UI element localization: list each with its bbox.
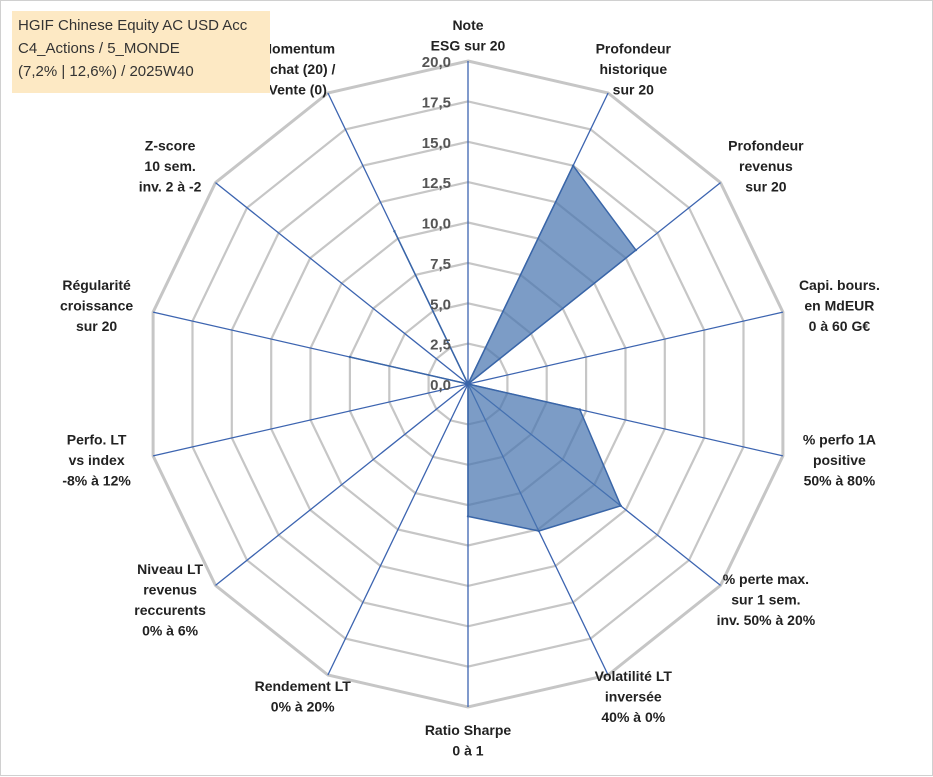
axis-label: Niveau LT revenus reccurents 0% à 6% bbox=[134, 561, 206, 639]
axis-label-line: Rendement LT bbox=[255, 678, 352, 694]
axis-label: Note ESG sur 20 bbox=[431, 17, 506, 54]
data-point bbox=[537, 529, 540, 533]
axis-label: Régularité croissance sur 20 bbox=[60, 277, 133, 334]
title-line-3: (7,2% | 12,6%) / 2025W40 bbox=[18, 63, 194, 80]
axis-label: Profondeur revenus sur 20 bbox=[728, 137, 804, 194]
axis-label-line: Note bbox=[452, 17, 483, 33]
data-point bbox=[393, 230, 396, 233]
axis-spoke bbox=[327, 383, 469, 676]
title-line-1: HGIF Chinese Equity AC USD Acc bbox=[18, 17, 248, 34]
axis-label-line: ESG sur 20 bbox=[431, 38, 506, 54]
axis-label: % perte max. sur 1 sem. inv. 50% à 20% bbox=[717, 571, 816, 628]
tick-label: 7,5 bbox=[430, 256, 451, 273]
axis-label-line: % perfo 1A bbox=[803, 432, 876, 448]
axis-label-line: Momentum bbox=[260, 41, 335, 57]
axis-label-line: Régularité bbox=[62, 277, 131, 293]
axis-label-line: 40% à 0% bbox=[601, 709, 665, 725]
axis-label-line: 0% à 6% bbox=[142, 623, 199, 639]
tick-label: 10,0 bbox=[422, 216, 451, 233]
chart-title-box: HGIF Chinese Equity AC USD Acc C4_Action… bbox=[12, 11, 270, 93]
data-point bbox=[578, 408, 581, 411]
data-point bbox=[571, 164, 575, 167]
tick-label: 0,0 bbox=[430, 377, 451, 394]
axis-label-line: Perfo. LT bbox=[67, 432, 127, 448]
tick-layer: 0,0 2,5 5,0 7,5 10,0 12,5 15,0 17,5 20,0 bbox=[422, 54, 451, 394]
axis-label-line: % perte max. bbox=[723, 571, 809, 587]
axis-spoke bbox=[467, 311, 784, 385]
axis-label: Momentum Achat (20) / Vente (0) bbox=[260, 41, 336, 98]
axis-label: Volatilité LT inversée 40% à 0% bbox=[595, 668, 673, 725]
axis-label-line: inv. 50% à 20% bbox=[717, 612, 816, 628]
axis-label-line: sur 1 sem. bbox=[731, 592, 800, 608]
axis-label-line: Z-score bbox=[145, 137, 196, 153]
axis-label-line: reccurents bbox=[134, 602, 206, 618]
axis-label-line: 10 sem. bbox=[144, 158, 195, 174]
axis-label-line: en MdEUR bbox=[804, 297, 874, 313]
axis-label: % perfo 1A positive 50% à 80% bbox=[803, 432, 876, 489]
axis-label-line: Profondeur bbox=[596, 41, 672, 57]
axis-spoke bbox=[215, 182, 469, 385]
axis-label-line: -8% à 12% bbox=[62, 473, 131, 489]
data-point bbox=[348, 355, 352, 359]
axis-label-line: Profondeur bbox=[728, 137, 804, 153]
axis-label-line: Achat (20) / bbox=[260, 61, 336, 77]
axis-label-line: positive bbox=[813, 452, 866, 468]
axis-spoke bbox=[152, 383, 469, 457]
axis-label-line: sur 20 bbox=[745, 178, 786, 194]
axis-label-line: croissance bbox=[60, 297, 133, 313]
axis-label-line: 50% à 80% bbox=[804, 473, 876, 489]
axis-label-line: 0 à 60 G€ bbox=[809, 318, 871, 334]
axis-label-line: vs index bbox=[69, 452, 125, 468]
axis-label: Capi. bours. en MdEUR 0 à 60 G€ bbox=[799, 277, 880, 334]
axis-label-line: Capi. bours. bbox=[799, 277, 880, 293]
axis-label: Perfo. LT vs index -8% à 12% bbox=[62, 432, 131, 489]
axis-label-line: Volatilité LT bbox=[595, 668, 673, 684]
axis-label: Rendement LT 0% à 20% bbox=[255, 678, 352, 715]
axis-label-line: inversée bbox=[605, 688, 662, 704]
series-layer bbox=[348, 164, 638, 533]
tick-label: 12,5 bbox=[422, 175, 451, 192]
axis-label-line: inv. 2 à -2 bbox=[139, 178, 202, 194]
axis-label-line: revenus bbox=[143, 582, 197, 598]
data-point bbox=[634, 248, 638, 252]
tick-label: 20,0 bbox=[422, 54, 451, 71]
axis-spoke bbox=[215, 383, 469, 586]
axis-label: Ratio Sharpe 0 à 1 bbox=[425, 722, 512, 759]
axis-label-line: sur 20 bbox=[613, 82, 654, 98]
label-layer: Note ESG sur 20 Profondeur historique sur 20… bbox=[60, 17, 880, 759]
tick-label: 2,5 bbox=[430, 337, 451, 354]
axis-label-line: sur 20 bbox=[76, 318, 117, 334]
axis-label: Profondeur historique sur 20 bbox=[596, 41, 672, 98]
tick-label: 15,0 bbox=[422, 135, 451, 152]
tick-label: 5,0 bbox=[430, 296, 451, 313]
data-point bbox=[466, 382, 470, 386]
axis-label-line: Vente (0) bbox=[269, 82, 327, 98]
axis-label-line: Niveau LT bbox=[137, 561, 203, 577]
data-point bbox=[466, 515, 470, 518]
axis-label-line: Ratio Sharpe bbox=[425, 722, 512, 738]
axis-label-line: revenus bbox=[739, 158, 793, 174]
axis-label: Z-score 10 sem. inv. 2 à -2 bbox=[139, 137, 202, 194]
tick-label: 17,5 bbox=[422, 94, 451, 111]
axis-label-line: 0 à 1 bbox=[452, 743, 483, 759]
axis-label-line: 0% à 20% bbox=[271, 699, 335, 715]
title-line-2: C4_Actions / 5_MONDE bbox=[18, 40, 180, 57]
data-point bbox=[619, 504, 622, 507]
axis-label-line: historique bbox=[599, 61, 667, 77]
